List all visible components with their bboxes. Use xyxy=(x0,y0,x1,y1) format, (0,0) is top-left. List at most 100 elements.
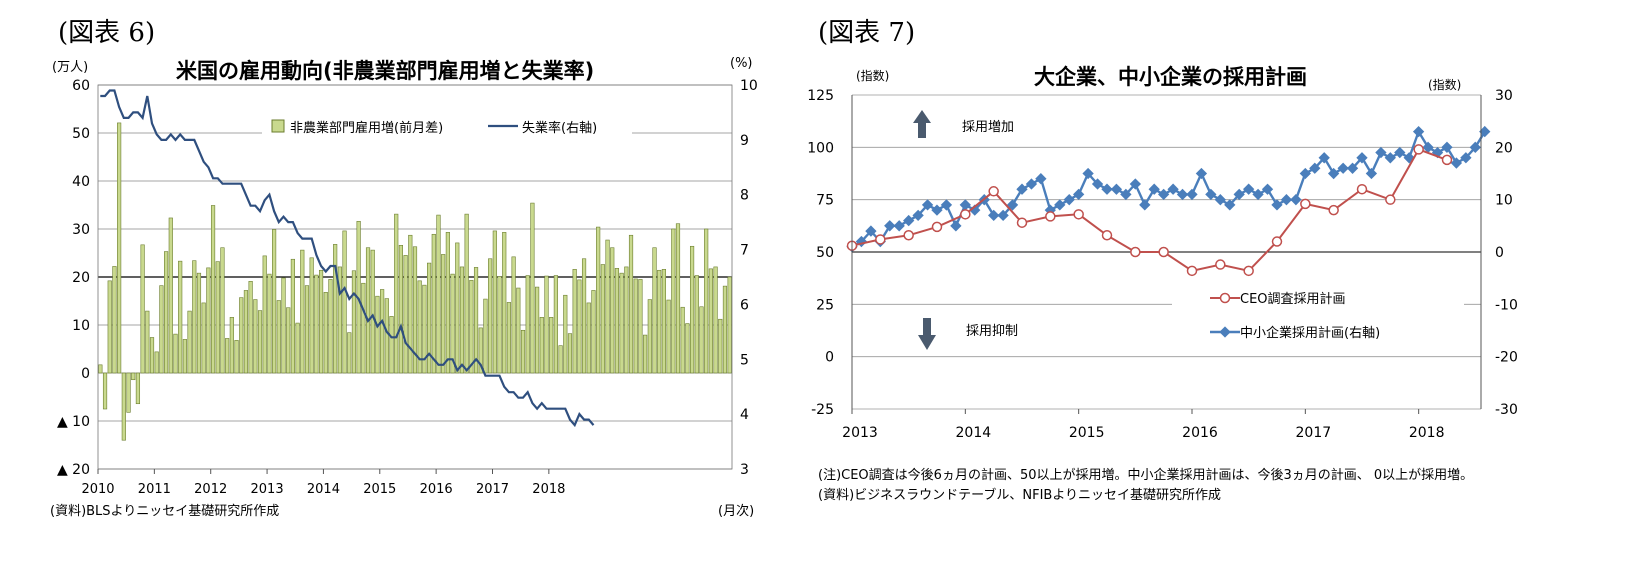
left-tick-label: 50 xyxy=(72,126,90,142)
chart6-right-unit: (%) xyxy=(730,56,753,71)
bar xyxy=(685,323,690,374)
sme-marker xyxy=(1214,194,1226,206)
ceo-marker xyxy=(1243,265,1254,277)
bar xyxy=(318,269,324,374)
sme-marker xyxy=(1072,188,1085,201)
sme-marker xyxy=(1290,193,1302,206)
bar xyxy=(102,372,108,410)
sme-marker xyxy=(1110,183,1123,195)
bar xyxy=(638,279,643,374)
ceo-marker xyxy=(1271,236,1283,247)
bar xyxy=(535,286,540,374)
bar xyxy=(422,284,427,374)
right-tick-label: -10 xyxy=(1495,297,1518,313)
chart7-lines xyxy=(846,125,1491,277)
ceo-marker xyxy=(1328,204,1339,216)
sme-marker xyxy=(1148,183,1160,195)
ceo-marker xyxy=(1016,217,1028,228)
bar xyxy=(98,364,103,374)
bar xyxy=(337,266,342,374)
bar xyxy=(375,295,380,374)
bar xyxy=(351,270,357,374)
x-tick-label: 2014 xyxy=(307,482,340,497)
bar xyxy=(365,247,371,374)
bar xyxy=(596,226,601,374)
bar xyxy=(304,285,310,374)
right-tick-label: 8 xyxy=(740,188,749,204)
up-label: 採用増加 xyxy=(962,120,1014,135)
bar xyxy=(549,317,554,374)
x-tick-label: 2013 xyxy=(842,425,878,441)
legend-ceo-marker xyxy=(1219,292,1231,304)
x-tick-label: 2017 xyxy=(1296,425,1332,441)
left-tick-label: 75 xyxy=(816,193,834,209)
bar xyxy=(135,372,141,405)
sme-marker xyxy=(1384,152,1396,164)
bar xyxy=(276,300,281,374)
bar xyxy=(511,256,516,374)
bar xyxy=(450,273,455,374)
sme-marker xyxy=(1450,157,1463,169)
bar xyxy=(614,268,620,374)
ceo-line xyxy=(851,148,1448,272)
ceo-marker xyxy=(931,221,943,233)
bar xyxy=(145,310,150,374)
bar xyxy=(657,269,662,374)
sme-marker xyxy=(1167,183,1179,195)
ceo-marker xyxy=(1413,144,1424,155)
left-tick-label: 25 xyxy=(816,297,834,313)
chart6-bars xyxy=(98,122,732,441)
x-tick-label: 2016 xyxy=(1182,425,1218,441)
right-tick-label: 5 xyxy=(740,352,749,368)
down-arrow-icon xyxy=(918,318,936,350)
sme-marker xyxy=(1261,183,1274,195)
bar xyxy=(455,242,460,374)
bar xyxy=(689,245,695,374)
bar xyxy=(394,213,399,374)
bar xyxy=(544,275,549,374)
sme-marker xyxy=(969,204,981,216)
bar xyxy=(666,299,671,374)
ceo-marker xyxy=(1441,154,1453,166)
ceo-marker xyxy=(1158,246,1169,258)
ceo-marker xyxy=(988,186,999,197)
sme-marker xyxy=(1280,194,1293,206)
bar xyxy=(610,247,615,374)
bar xyxy=(525,275,530,374)
bar xyxy=(290,258,295,374)
sme-marker xyxy=(1205,188,1217,201)
sme-marker xyxy=(1157,188,1170,201)
bar xyxy=(530,202,535,374)
left-tick-label: 30 xyxy=(72,222,90,238)
x-tick-label: 2018 xyxy=(532,482,565,497)
bar xyxy=(708,268,713,374)
bar xyxy=(229,317,234,374)
bar xyxy=(567,333,573,374)
bar xyxy=(473,267,479,374)
bar xyxy=(600,264,605,374)
sme-marker xyxy=(1394,146,1406,159)
sme-marker xyxy=(1035,173,1047,185)
chart6-left-unit: (万人) xyxy=(52,60,89,75)
bar xyxy=(206,267,211,374)
ceo-marker xyxy=(1073,209,1084,220)
x-tick-label: 2014 xyxy=(956,425,992,441)
bar xyxy=(215,261,220,374)
bar xyxy=(624,266,629,374)
ceo-marker xyxy=(1356,183,1368,195)
down-label: 採用抑制 xyxy=(966,324,1018,339)
chart7-left-unit: (指数) xyxy=(856,69,890,83)
ceo-marker xyxy=(1101,230,1113,241)
bar xyxy=(412,246,418,374)
bar xyxy=(464,213,469,374)
sme-marker xyxy=(1441,141,1453,153)
bar xyxy=(300,249,305,374)
sme-marker xyxy=(1139,199,1151,211)
bar xyxy=(506,302,512,374)
up-arrow-icon xyxy=(913,110,931,138)
bar xyxy=(445,232,450,374)
left-tick-label: 0 xyxy=(825,350,834,366)
figure-label-6: (図表 6) xyxy=(58,18,156,48)
bar xyxy=(243,290,249,374)
